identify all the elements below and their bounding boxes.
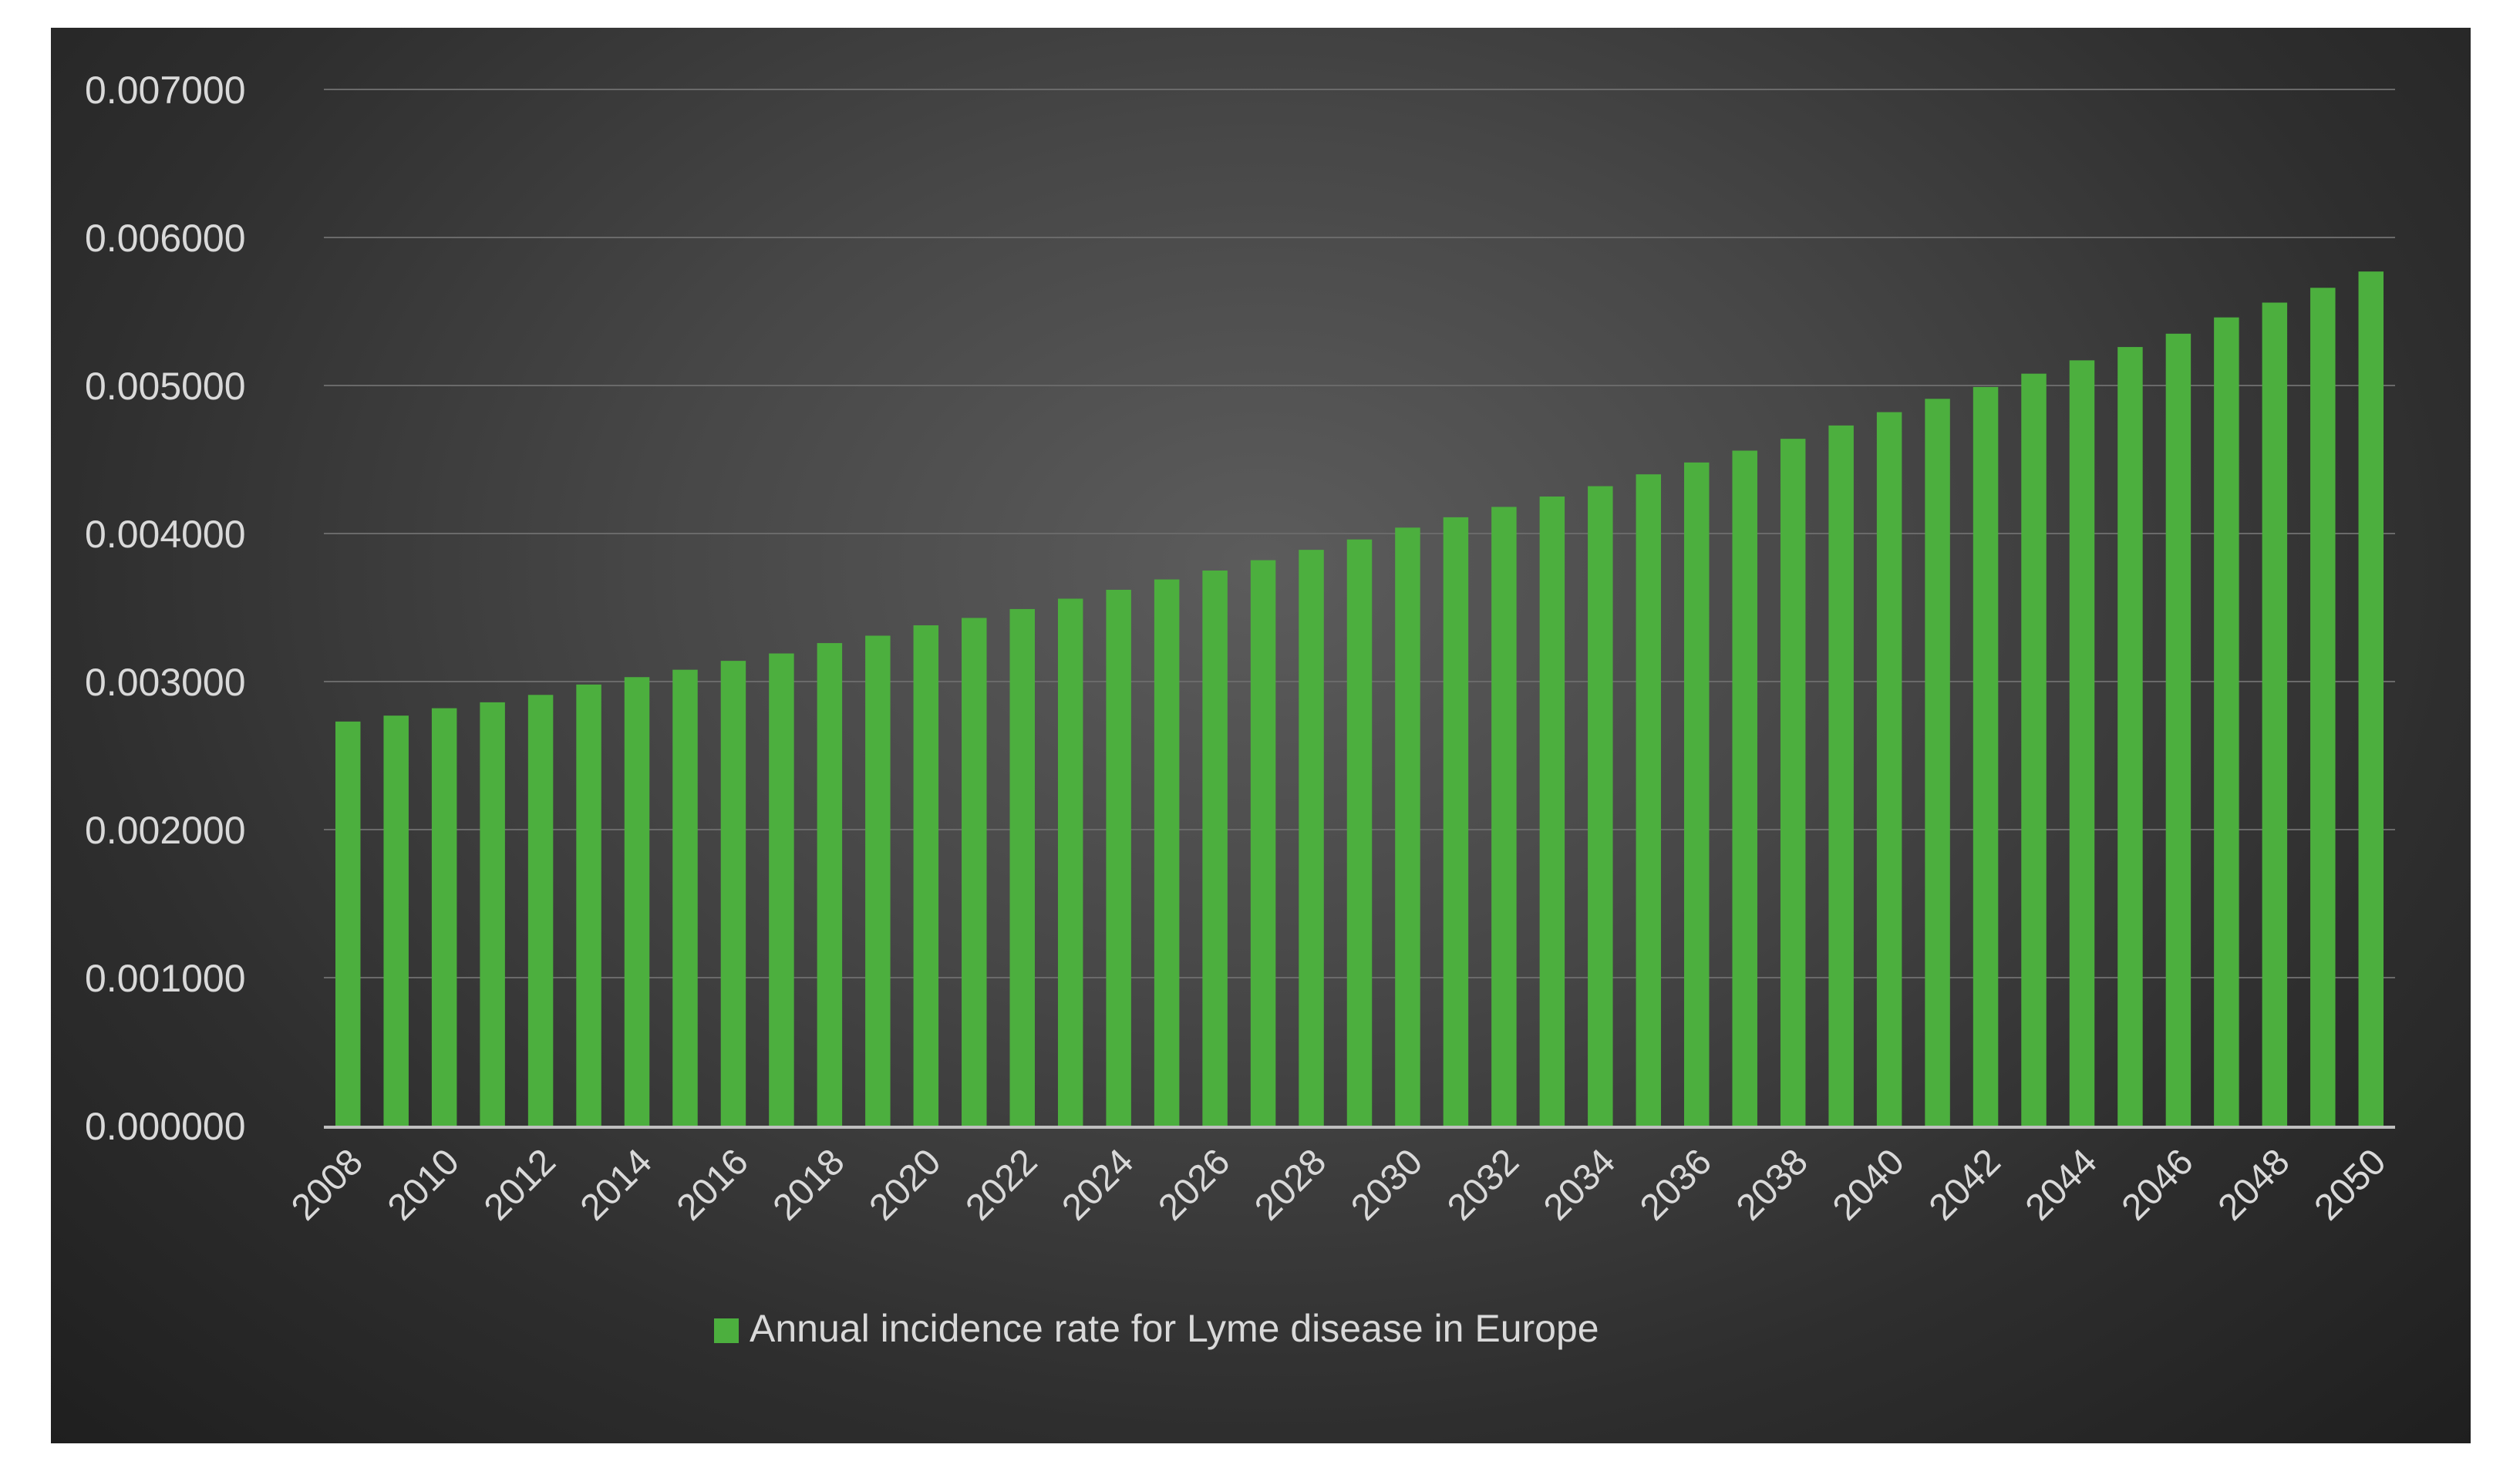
x-tick-label: 2018: [766, 1141, 853, 1228]
bar-2014: [624, 677, 650, 1126]
bar-2028: [1299, 550, 1324, 1126]
bar-2023: [1057, 598, 1083, 1126]
x-tick-label: 2048: [2211, 1141, 2298, 1228]
bar-2025: [1154, 579, 1180, 1126]
bar-2024: [1106, 589, 1131, 1126]
bar-2013: [576, 684, 601, 1126]
legend-label: Annual incidence rate for Lyme disease i…: [750, 1307, 1599, 1350]
legend-swatch: [714, 1318, 739, 1343]
x-tick-label: 2010: [380, 1141, 467, 1228]
bar-2044: [2069, 360, 2095, 1126]
bar-2040: [1876, 412, 1902, 1126]
x-tick-label: 2014: [573, 1141, 660, 1228]
bar-2050: [2358, 271, 2384, 1126]
x-tick-label: 2034: [1536, 1141, 1623, 1228]
bar-2017: [769, 653, 794, 1126]
bar-2038: [1780, 439, 1806, 1126]
bar-2034: [1588, 486, 1613, 1126]
bar-2015: [672, 669, 698, 1126]
x-tick-label: 2022: [958, 1141, 1046, 1228]
y-tick-label: 0.003000: [85, 661, 246, 704]
chart-frame: 0.000000 0.001000 0.002000 0.003000 0.004000…: [51, 28, 2471, 1443]
x-tick-label: 2040: [1825, 1141, 1912, 1228]
x-tick-label: 2044: [2018, 1141, 2105, 1228]
x-tick-label: 2026: [1151, 1141, 1238, 1228]
bar-2037: [1732, 450, 1757, 1126]
bar-2032: [1491, 507, 1517, 1126]
y-tick-label: 0.007000: [85, 69, 246, 112]
y-tick-label: 0.006000: [85, 217, 246, 260]
bar-2009: [383, 715, 409, 1126]
x-tick-label: 2024: [1054, 1141, 1141, 1228]
bar-2031: [1443, 517, 1469, 1126]
bar-2018: [817, 643, 843, 1126]
y-tick-label: 0.001000: [85, 957, 246, 1000]
bar-2026: [1202, 571, 1228, 1126]
bar-2021: [962, 618, 987, 1126]
bar-2035: [1636, 474, 1662, 1126]
x-tick-label: 2020: [862, 1141, 949, 1228]
bar-2043: [2021, 373, 2047, 1126]
bar-2022: [1009, 608, 1035, 1126]
y-tick-label: 0.005000: [85, 365, 246, 408]
bar-2008: [335, 721, 361, 1126]
bars: [335, 271, 2384, 1126]
bar-2042: [1973, 386, 1999, 1126]
bar-2027: [1250, 560, 1276, 1126]
y-tick-label: 0.002000: [85, 809, 246, 852]
bar-2049: [2310, 288, 2336, 1126]
x-tick-label: 2038: [1729, 1141, 1816, 1228]
legend: Annual incidence rate for Lyme disease i…: [714, 1307, 1599, 1350]
y-tick-label: 0.004000: [85, 513, 246, 556]
bar-2047: [2214, 317, 2239, 1126]
y-axis-tick-labels: 0.000000 0.001000 0.002000 0.003000 0.004000…: [85, 69, 246, 1148]
x-axis-tick-labels: 2008 2010 2012 2014 2016 2018 2020 2022 2024 2026…: [284, 1141, 2394, 1228]
x-tick-label: 2030: [1343, 1141, 1430, 1228]
bar-2046: [2165, 333, 2192, 1126]
y-tick-label: 0.000000: [85, 1105, 246, 1148]
bar-2036: [1684, 462, 1710, 1126]
bar-2020: [913, 625, 939, 1126]
bar-2048: [2262, 302, 2288, 1126]
bar-2039: [1828, 425, 1854, 1126]
x-tick-label: 2042: [1922, 1141, 2009, 1228]
bar-2016: [720, 661, 746, 1126]
x-tick-label: 2032: [1440, 1141, 1527, 1228]
bar-2033: [1539, 497, 1565, 1126]
x-tick-label: 2050: [2307, 1141, 2394, 1228]
bar-2045: [2117, 347, 2143, 1126]
bar-2019: [865, 635, 891, 1126]
bar-2012: [527, 695, 554, 1126]
bar-2010: [431, 708, 457, 1126]
x-tick-label: 2036: [1632, 1141, 1720, 1228]
x-tick-label: 2012: [477, 1141, 564, 1228]
x-tick-label: 2046: [2114, 1141, 2202, 1228]
x-tick-label: 2016: [669, 1141, 756, 1228]
bar-2011: [480, 702, 505, 1126]
bar-2029: [1346, 539, 1373, 1126]
bar-chart: 0.000000 0.001000 0.002000 0.003000 0.004000…: [85, 69, 2395, 1350]
bar-2041: [1925, 399, 1950, 1126]
x-tick-label: 2028: [1247, 1141, 1334, 1228]
x-tick-label: 2008: [284, 1141, 371, 1228]
bar-2030: [1395, 527, 1420, 1126]
